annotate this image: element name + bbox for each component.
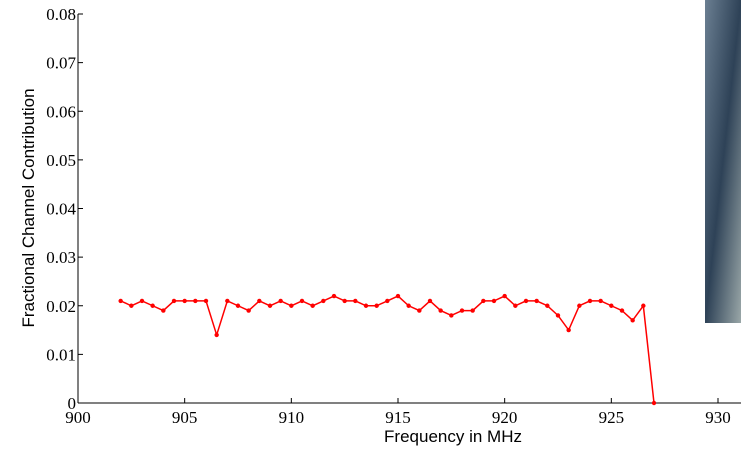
data-point (289, 304, 293, 308)
data-point (630, 318, 634, 322)
y-axis-label: Fractional Channel Contribution (19, 88, 38, 327)
data-point (140, 299, 144, 303)
data-point (182, 299, 186, 303)
data-point (417, 308, 421, 312)
data-point (278, 299, 282, 303)
data-point (534, 299, 538, 303)
data-point (161, 308, 165, 312)
data-point (449, 313, 453, 317)
x-tick-label: 900 (65, 408, 91, 427)
data-point (193, 299, 197, 303)
x-tick-label: 910 (279, 408, 305, 427)
data-point (385, 299, 389, 303)
data-point (492, 299, 496, 303)
y-tick-label: 0.01 (46, 345, 76, 364)
data-point (150, 304, 154, 308)
y-tick-label: 0.02 (46, 297, 76, 316)
x-axis-label: Frequency in MHz (384, 427, 522, 446)
data-point (470, 308, 474, 312)
y-tick-label: 0.03 (46, 248, 76, 267)
data-point (321, 299, 325, 303)
data-point (332, 294, 336, 298)
data-point (236, 304, 240, 308)
data-point (396, 294, 400, 298)
x-tick-label: 915 (385, 408, 411, 427)
chart: Frequency in MHz Fractional Channel Cont… (0, 0, 741, 452)
y-tick-label: 0.04 (46, 200, 76, 219)
data-point (342, 299, 346, 303)
y-tick-label: 0.08 (46, 5, 76, 24)
photo-inset (705, 0, 741, 323)
data-point (620, 308, 624, 312)
data-point (641, 304, 645, 308)
data-point (545, 304, 549, 308)
data-point (513, 304, 517, 308)
data-point (118, 299, 122, 303)
x-tick-label: 930 (705, 408, 731, 427)
data-point (566, 328, 570, 332)
data-point (652, 401, 656, 405)
data-point (246, 308, 250, 312)
data-point (428, 299, 432, 303)
data-point (374, 304, 378, 308)
data-point (609, 304, 613, 308)
data-point (300, 299, 304, 303)
y-tick-label: 0.05 (46, 151, 76, 170)
x-tick-label: 920 (492, 408, 518, 427)
data-point (214, 333, 218, 337)
data-point (129, 304, 133, 308)
data-point (257, 299, 261, 303)
data-point (172, 299, 176, 303)
data-point (588, 299, 592, 303)
x-tick-label: 905 (172, 408, 198, 427)
y-tick-label: 0.07 (46, 54, 76, 73)
data-line (121, 296, 654, 403)
data-point (268, 304, 272, 308)
data-point (225, 299, 229, 303)
data-point (524, 299, 528, 303)
data-point (364, 304, 368, 308)
data-point (577, 304, 581, 308)
y-tick-label: 0.06 (46, 102, 76, 121)
data-point (204, 299, 208, 303)
data-point (353, 299, 357, 303)
data-point (438, 308, 442, 312)
data-point (556, 313, 560, 317)
data-point (502, 294, 506, 298)
x-tick-label: 925 (599, 408, 625, 427)
data-point (481, 299, 485, 303)
data-point (406, 304, 410, 308)
data-point (460, 308, 464, 312)
data-point (310, 304, 314, 308)
data-point (598, 299, 602, 303)
